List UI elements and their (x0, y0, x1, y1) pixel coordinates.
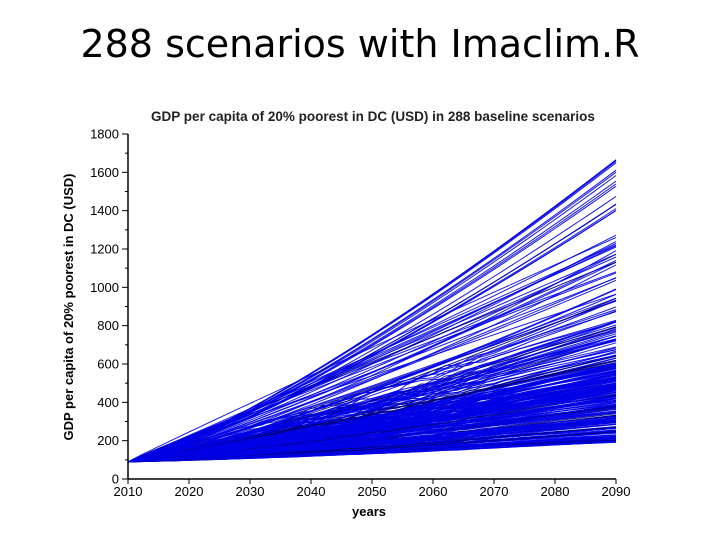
y-tick-label: 0 (112, 472, 119, 487)
x-tick-label: 2050 (358, 484, 387, 499)
scenario-line (127, 293, 617, 463)
chart-title: GDP per capita of 20% poorest in DC (USD… (151, 109, 595, 124)
scenario-line (127, 393, 617, 463)
x-tick-label: 2090 (602, 484, 631, 499)
y-tick-label: 1000 (90, 280, 119, 295)
x-ticks: 2010 2020 2030 2040 2050 2060 2070 2080 2090 (114, 479, 631, 499)
scenario-line (127, 185, 617, 463)
x-tick-label: 2060 (419, 484, 448, 499)
scenario-line (127, 253, 617, 463)
scenario-line (127, 245, 617, 463)
y-ticks: 0 200 400 600 800 1000 1200 1400 1600 1800 (90, 127, 128, 487)
scenario-line (127, 367, 617, 463)
scenario-line (127, 169, 617, 463)
scenario-line (127, 349, 617, 463)
scenario-line (127, 210, 617, 463)
scenario-line (127, 259, 617, 463)
scenario-line (127, 420, 617, 463)
scenario-line (127, 277, 617, 463)
scenario-line (127, 388, 617, 463)
y-tick-label: 600 (97, 357, 119, 372)
x-tick-label: 2080 (541, 484, 570, 499)
x-tick-label: 2010 (114, 484, 143, 499)
y-tick-label: 1800 (90, 127, 119, 142)
scenario-line (127, 400, 617, 463)
x-tick-label: 2070 (480, 484, 509, 499)
y-tick-label: 1400 (90, 203, 119, 218)
scenario-line (127, 237, 617, 463)
scenario-lines (127, 159, 617, 463)
scenario-line (127, 335, 617, 463)
y-tick-label: 1200 (90, 242, 119, 257)
scenario-line (127, 421, 617, 463)
scenario-line (127, 195, 617, 463)
y-tick-label: 1600 (90, 165, 119, 180)
slide-title: 288 scenarios with Imaclim.R (80, 22, 640, 66)
scenario-line (127, 362, 617, 463)
y-axis-label: GDP per capita of 20% poorest in DC (USD… (61, 173, 76, 440)
scenario-line (127, 363, 617, 463)
scenario-line (127, 383, 617, 463)
y-tick-label: 400 (97, 395, 119, 410)
scenario-line (127, 437, 617, 463)
x-tick-label: 2040 (297, 484, 326, 499)
x-tick-label: 2030 (236, 484, 265, 499)
x-axis-label: years (352, 504, 386, 519)
y-tick-label: 200 (97, 433, 119, 448)
y-tick-label: 800 (97, 318, 119, 333)
x-tick-label: 2020 (175, 484, 204, 499)
